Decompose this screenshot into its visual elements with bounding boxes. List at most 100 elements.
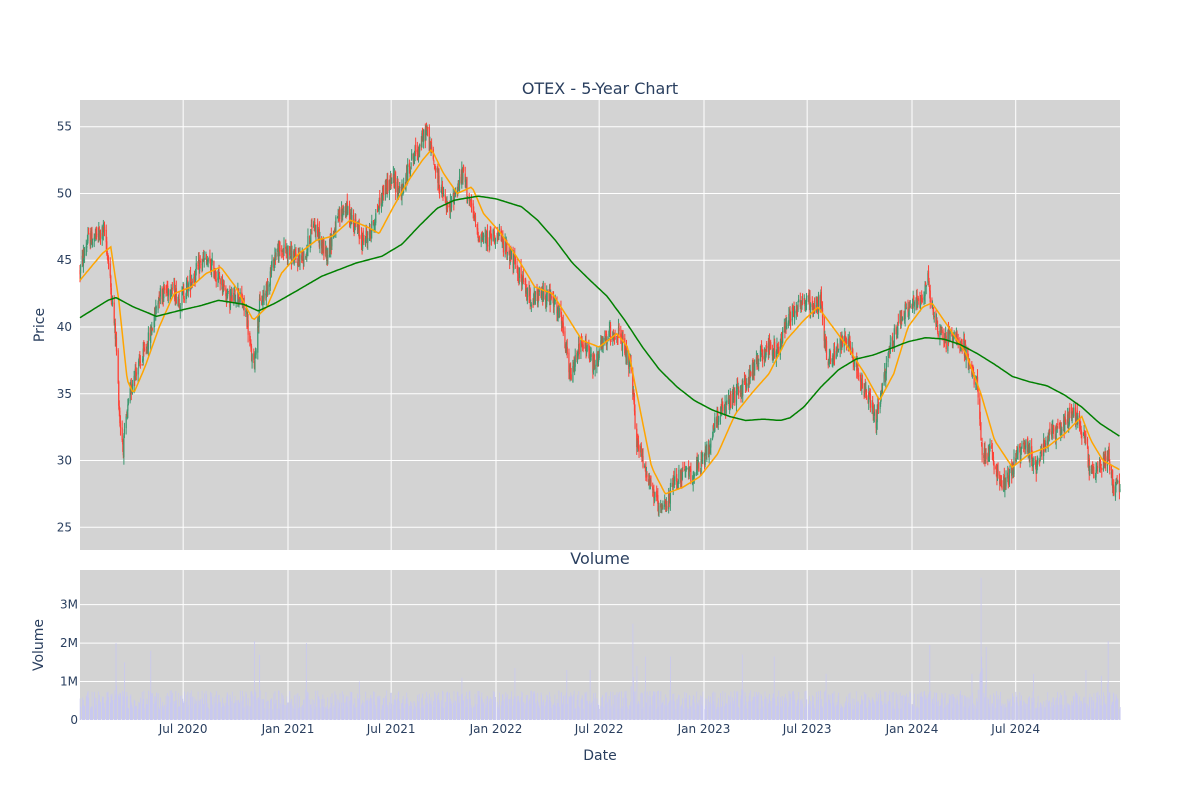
volume-bar [565,692,567,720]
volume-bar [511,691,512,720]
volume-bar [450,698,451,720]
candle-body [928,280,930,287]
price-y-tick-label: 25 [57,520,72,534]
candle-body [951,331,953,337]
volume-bar [560,693,562,720]
volume-bar [612,691,614,720]
volume-bar [319,707,321,720]
candle-body [219,275,221,280]
candle-body [444,195,446,199]
candle-body [155,307,157,309]
date-x-tick-label: Jan 2023 [677,722,731,736]
candle-body [933,315,935,318]
candle-body [1016,449,1018,453]
candle-body [1109,462,1111,471]
candle-body [1047,436,1049,445]
volume-bar [418,693,420,720]
volume-bar [602,694,604,720]
volume-bar [1069,704,1071,720]
volume-bar [170,690,172,720]
volume-bar [374,705,376,720]
volume-bar [941,692,943,720]
volume-bar [183,701,185,720]
candle-body [844,335,846,337]
candle-body [413,155,415,162]
candle-body [1037,459,1039,463]
volume-bar [298,707,300,720]
candle-body [427,126,429,129]
candle-body [419,144,421,152]
volume-bar [1059,693,1061,720]
candle-body [134,368,136,380]
volume-bar [1081,703,1083,720]
candle-body [171,287,173,290]
candle-body [610,339,612,341]
volume-bar [628,709,630,720]
volume-bar [509,699,511,720]
volume-bar [745,696,747,720]
volume-bar [744,692,746,720]
volume-bar [293,708,295,720]
volume-bar [1071,705,1073,720]
volume-bar [238,699,239,720]
candle-body [780,336,783,341]
volume-bar [804,691,806,720]
candle-body [981,442,983,456]
candle-body [85,246,87,255]
candle-body [685,466,687,472]
candle-body [911,304,914,306]
candle-body [936,320,938,324]
volume-bar [618,693,620,720]
volume-bar [229,694,231,720]
volume-bar [833,691,835,720]
volume-bar [483,702,484,720]
volume-bar [482,699,483,720]
volume-bar [697,702,699,720]
volume-bar [705,698,707,720]
volume-bar [502,694,504,720]
volume-bar [111,696,112,720]
candle-body [171,289,173,294]
candle-body [913,301,915,307]
volume-bar [349,691,351,720]
volume-bar [793,694,795,720]
volume-bar [472,707,474,720]
candle-body [82,251,85,267]
volume-bar [664,694,666,720]
volume-bar [366,700,368,720]
volume-bar [286,696,288,720]
volume-bar [1023,701,1025,720]
volume-bar [629,705,631,720]
volume-bar [99,694,100,720]
volume-bar [107,693,108,720]
volume-bar [421,697,422,720]
candle-body [677,481,679,484]
volume-bar [1073,696,1075,720]
volume-bar [493,694,495,720]
candle-body [226,289,229,297]
volume-bar [686,707,688,720]
volume-bar [802,703,804,720]
volume-bar [550,701,552,720]
volume-bar [362,706,364,720]
volume-bar [305,689,307,720]
volume-bar [421,706,423,720]
volume-bar [622,697,624,720]
volume-bar [250,691,252,720]
candle-body [464,173,466,183]
volume-bar [209,709,211,720]
candle-body [1113,486,1115,496]
candle-body [857,363,859,377]
volume-bar [851,698,853,720]
candle-body [474,215,477,223]
volume-bar [1075,691,1077,720]
candle-body [363,234,365,243]
volume-bar [148,690,149,720]
volume-bar [1104,704,1106,720]
volume-bar [1104,702,1106,720]
candle-body [977,389,979,398]
volume-bar [602,706,604,720]
volume-bar [110,694,112,720]
volume-bar [501,694,503,720]
candle-body [670,482,672,487]
